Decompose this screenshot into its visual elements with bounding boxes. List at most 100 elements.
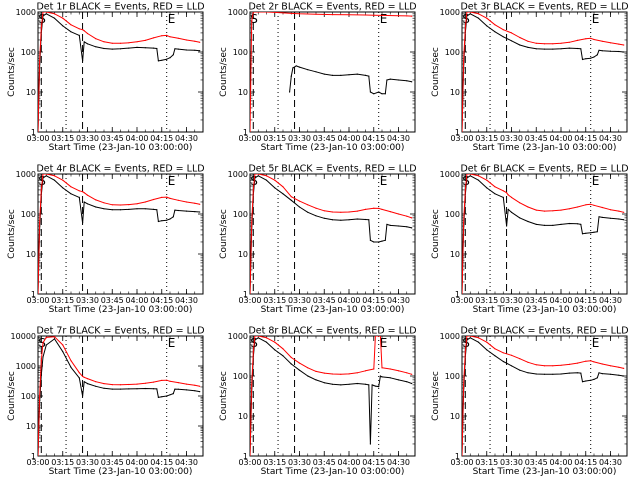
data-point-lld [103, 383, 105, 385]
data-point-lld [194, 202, 196, 204]
data-point-events [307, 211, 309, 213]
y-tick-label: 1000 [440, 8, 460, 17]
data-point-events [298, 206, 301, 208]
x-tick-label: 04:15 [150, 458, 173, 467]
data-point-events [103, 208, 105, 210]
data-point-lld [543, 210, 546, 212]
data-point-events [331, 219, 334, 221]
x-tick-label: 03:15 [475, 134, 498, 143]
data-point-lld [185, 39, 188, 41]
data-point-events [70, 366, 72, 368]
data-point-lld [128, 383, 130, 386]
data-point-events [340, 74, 342, 76]
panel-title: Det 1r BLACK = Events, RED = LLD [36, 2, 204, 13]
data-point-events [292, 67, 294, 69]
data-point-events [371, 384, 373, 386]
data-point-events [576, 372, 579, 374]
data-point-lld [494, 24, 496, 26]
y-axis-title: Counts/sec [431, 47, 441, 97]
data-point-lld [463, 222, 465, 224]
data-point-events [331, 74, 334, 76]
panel-title: Det 3r BLACK = Events, RED = LLD [460, 2, 628, 13]
data-point-lld [70, 360, 72, 362]
data-point-lld [462, 455, 463, 456]
data-point-events [86, 43, 89, 45]
data-point-events [576, 47, 579, 50]
x-axis-title: Start Time (23-Jan-10 03:00:00) [261, 305, 405, 315]
data-point-events [166, 395, 168, 397]
x-tick-label: 04:30 [175, 458, 198, 467]
data-point-events [373, 384, 375, 387]
data-point-lld [152, 198, 155, 201]
data-point-events [152, 208, 155, 210]
data-point-lld [111, 42, 113, 44]
data-point-lld [585, 204, 587, 206]
series-group [38, 174, 201, 294]
data-point-events [507, 208, 509, 210]
end-marker-label: E [592, 174, 600, 188]
data-point-events [348, 219, 350, 221]
data-point-lld [282, 186, 284, 188]
series-group [38, 336, 201, 456]
data-point-events [601, 216, 603, 218]
x-tick-label: 04:00 [337, 296, 360, 305]
y-tick-label: 10 [450, 250, 460, 259]
data-point-lld [86, 32, 89, 35]
x-tick-label: 04:30 [599, 134, 622, 143]
data-point-events [156, 388, 158, 390]
plot-frame [249, 335, 416, 457]
data-point-events [510, 211, 513, 213]
data-point-events [535, 48, 537, 50]
x-axis-title: Start Time (23-Jan-10 03:00:00) [261, 467, 405, 477]
data-point-lld [469, 174, 471, 175]
data-point-events [82, 395, 84, 397]
data-point-events [568, 222, 570, 225]
data-point-events [535, 373, 537, 375]
data-point-lld [257, 336, 259, 337]
data-point-lld [199, 41, 201, 43]
x-tick-label: 04:30 [387, 296, 410, 305]
data-point-events [356, 73, 358, 75]
data-point-lld [119, 384, 122, 386]
data-point-events [581, 381, 584, 383]
x-tick-label: 03:45 [525, 296, 548, 305]
data-point-events [78, 377, 80, 379]
data-point-lld [38, 455, 39, 456]
data-point-events [510, 40, 513, 42]
data-point-lld [535, 364, 537, 366]
plot-frame [461, 11, 628, 133]
data-point-events [502, 196, 504, 198]
data-point-lld [406, 372, 408, 374]
x-tick-label: 04:00 [125, 458, 148, 467]
data-point-lld [477, 337, 480, 339]
data-point-lld [464, 351, 466, 353]
data-point-events [257, 337, 259, 339]
data-point-lld [265, 175, 268, 177]
data-point-lld [601, 363, 603, 365]
x-tick-label: 03:00 [238, 134, 261, 143]
data-point-events [576, 223, 579, 225]
data-point-events [185, 210, 188, 212]
data-point-events [519, 369, 521, 371]
data-point-lld [144, 39, 146, 42]
data-point-lld [274, 179, 276, 181]
data-point-lld [42, 12, 44, 13]
data-point-lld [323, 372, 325, 374]
y-tick-label: 10 [450, 412, 460, 421]
x-tick-label: 03:45 [101, 458, 124, 467]
data-point-lld [527, 361, 529, 363]
data-point-lld [111, 384, 113, 386]
data-point-lld [252, 189, 254, 191]
data-point-lld [323, 210, 325, 212]
data-point-events [174, 388, 176, 390]
data-point-events [340, 384, 342, 386]
data-point-lld [169, 197, 171, 199]
end-marker-label: E [168, 174, 176, 188]
data-point-lld [507, 194, 509, 196]
data-point-lld [166, 379, 168, 381]
data-point-lld [144, 382, 146, 384]
series-group [462, 336, 625, 456]
data-point-lld [95, 199, 97, 201]
data-point-events [581, 233, 584, 235]
